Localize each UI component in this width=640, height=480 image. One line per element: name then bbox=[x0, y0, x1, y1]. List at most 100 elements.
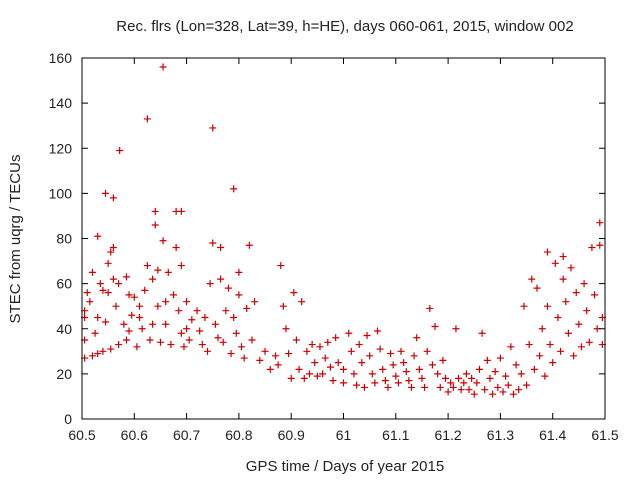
data-point bbox=[384, 383, 392, 391]
data-point bbox=[109, 275, 117, 283]
data-point bbox=[209, 124, 217, 132]
data-point bbox=[575, 320, 583, 328]
data-point bbox=[452, 325, 460, 333]
data-point bbox=[251, 298, 259, 306]
data-point bbox=[172, 244, 180, 252]
data-point bbox=[462, 370, 470, 378]
data-point bbox=[141, 286, 149, 294]
data-point bbox=[502, 372, 510, 380]
data-point bbox=[120, 320, 128, 328]
data-point bbox=[306, 370, 314, 378]
data-point bbox=[266, 365, 274, 373]
data-point bbox=[125, 291, 133, 299]
x-tick-label: 61.5 bbox=[591, 427, 618, 443]
data-point bbox=[499, 388, 507, 396]
data-point bbox=[235, 291, 243, 299]
data-point bbox=[183, 325, 191, 333]
data-point bbox=[300, 374, 308, 382]
data-point bbox=[154, 302, 162, 310]
data-point bbox=[102, 189, 110, 197]
data-point bbox=[483, 356, 491, 364]
data-point bbox=[248, 336, 256, 344]
data-point bbox=[523, 381, 531, 389]
data-point bbox=[549, 359, 557, 367]
data-point bbox=[541, 372, 549, 380]
data-point bbox=[311, 359, 319, 367]
data-point bbox=[350, 370, 358, 378]
data-point bbox=[154, 266, 162, 274]
data-point bbox=[475, 365, 483, 373]
data-point bbox=[363, 332, 371, 340]
data-point bbox=[146, 336, 154, 344]
data-point bbox=[177, 329, 185, 337]
x-axis-title: GPS time / Days of year 2015 bbox=[246, 458, 444, 475]
data-point bbox=[133, 343, 141, 351]
data-point bbox=[596, 241, 604, 249]
data-point bbox=[460, 379, 468, 387]
data-point bbox=[125, 327, 133, 335]
x-tick-label: 60.5 bbox=[68, 427, 95, 443]
data-point bbox=[240, 354, 248, 362]
data-point bbox=[274, 361, 282, 369]
data-point bbox=[295, 365, 303, 373]
y-tick-label: 100 bbox=[49, 185, 73, 201]
data-point bbox=[381, 377, 389, 385]
data-point bbox=[162, 298, 170, 306]
x-tick-label: 61 bbox=[336, 427, 352, 443]
data-point bbox=[188, 316, 196, 324]
data-point bbox=[104, 289, 112, 297]
data-point bbox=[494, 383, 502, 391]
data-point bbox=[321, 354, 329, 362]
y-tick-label: 60 bbox=[56, 276, 72, 292]
x-tick-label: 61.3 bbox=[487, 427, 514, 443]
y-tick-label: 160 bbox=[49, 50, 73, 66]
data-point bbox=[528, 275, 536, 283]
data-point bbox=[543, 248, 551, 256]
data-point bbox=[224, 284, 232, 292]
data-points bbox=[81, 63, 606, 398]
data-point bbox=[122, 336, 130, 344]
data-point bbox=[486, 374, 494, 382]
data-point bbox=[441, 374, 449, 382]
data-point bbox=[170, 291, 178, 299]
data-point bbox=[313, 372, 321, 380]
data-point bbox=[185, 336, 193, 344]
data-point bbox=[551, 259, 559, 267]
data-point bbox=[88, 268, 96, 276]
data-point bbox=[159, 63, 167, 71]
data-point bbox=[379, 365, 387, 373]
data-point bbox=[530, 365, 538, 373]
data-point bbox=[559, 253, 567, 261]
data-point bbox=[570, 352, 578, 360]
data-point bbox=[585, 338, 593, 346]
chart-title: Rec. flrs (Lon=328, Lat=39, h=HE), days … bbox=[116, 18, 573, 35]
data-point bbox=[436, 383, 444, 391]
data-point bbox=[366, 352, 374, 360]
data-point bbox=[122, 273, 130, 281]
data-point bbox=[94, 350, 102, 358]
data-point bbox=[559, 275, 567, 283]
data-point bbox=[104, 259, 112, 267]
data-point bbox=[298, 298, 306, 306]
data-point bbox=[447, 379, 455, 387]
data-point bbox=[162, 320, 170, 328]
data-point bbox=[340, 379, 347, 387]
data-point bbox=[107, 345, 115, 353]
axis-ticks: 60.5 60.6 60.7 60.8 60.9 61 61.1 61.2 61.3 61.4 61… bbox=[49, 50, 619, 443]
data-point bbox=[421, 383, 429, 391]
data-point bbox=[99, 347, 107, 355]
data-point bbox=[577, 343, 585, 351]
data-point bbox=[355, 341, 363, 349]
data-point bbox=[282, 325, 290, 333]
data-point bbox=[151, 221, 159, 229]
data-point bbox=[405, 377, 413, 385]
data-point bbox=[167, 341, 175, 349]
y-tick-label: 0 bbox=[64, 411, 72, 427]
data-point bbox=[159, 237, 167, 245]
y-tick-label: 40 bbox=[56, 321, 72, 337]
data-point bbox=[400, 359, 408, 367]
x-tick-label: 60.8 bbox=[225, 427, 252, 443]
data-point bbox=[279, 302, 287, 310]
data-point bbox=[136, 313, 144, 321]
